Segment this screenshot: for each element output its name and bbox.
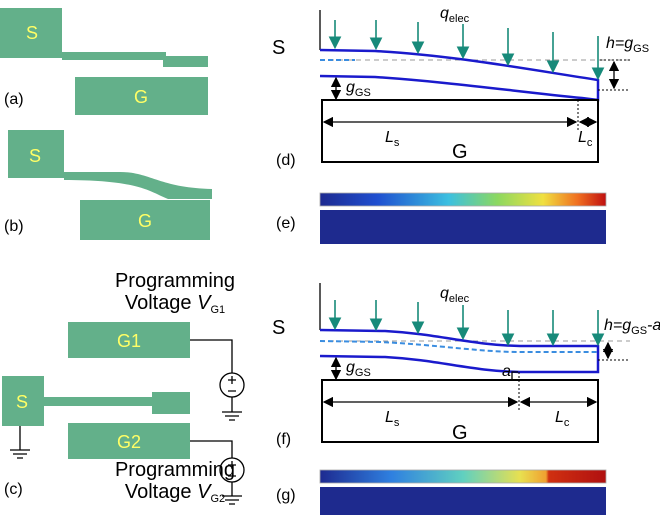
panel-c-rect: [68, 423, 190, 459]
symbol: g: [346, 79, 355, 96]
caption-text: Voltage: [125, 292, 197, 314]
height-label: h=gGS-a: [604, 317, 660, 337]
caption-sub: G1: [210, 304, 225, 316]
panel-c-circle: [219, 372, 245, 398]
panel-f: S qelec h=gGS-a gGS a Ls Lc G (f): [272, 283, 660, 448]
caption-symbol: V: [197, 481, 212, 503]
symbol: q: [440, 5, 449, 22]
caption-line: Voltage VG1: [125, 292, 225, 316]
panel-b-rect: [80, 200, 210, 240]
panel-c-circle: [219, 457, 245, 483]
source-label: S: [26, 23, 38, 43]
panel-c-rect: [68, 322, 190, 358]
symbol: L: [578, 129, 587, 146]
caption-text: Voltage: [125, 481, 197, 503]
symbol: g: [346, 359, 355, 376]
panel-a: S G (a): [0, 8, 208, 115]
gate-label: G2: [117, 432, 141, 452]
sub: s: [394, 417, 400, 429]
panel-b-path: [64, 172, 212, 199]
panel-f-path: [319, 340, 598, 353]
panel-a-rect: [0, 8, 62, 58]
panel-a-rect: [75, 77, 208, 115]
caption-line: Programming: [115, 270, 235, 292]
gap-label: gGS: [346, 359, 371, 379]
step-label: a: [502, 363, 511, 380]
ls-label: Ls: [385, 129, 400, 149]
panel-c-rect: [44, 397, 154, 406]
source-label: S: [16, 392, 28, 412]
caption-sub: G2: [210, 493, 225, 505]
sub: GS: [355, 87, 371, 99]
panel-g-rect: [320, 487, 606, 515]
panel-a-rect: [62, 52, 166, 60]
suffix: -a: [647, 317, 660, 334]
panel-c-path: [228, 376, 236, 392]
symbol: L: [385, 409, 394, 426]
symbol: L: [555, 409, 564, 426]
gate-label: G: [452, 422, 468, 444]
sub: GS: [631, 325, 647, 337]
height-label: h=gGS: [606, 35, 649, 55]
text: h=g: [604, 317, 631, 334]
gate-label: G1: [117, 331, 141, 351]
load-label: qelec: [440, 285, 470, 305]
panel-e-rect: [319, 192, 607, 207]
sub: elec: [449, 293, 470, 305]
panel-label: (a): [4, 91, 24, 108]
panel-c-path: [190, 339, 242, 421]
panel-d-rect: [321, 99, 599, 163]
panel-d-path: [598, 59, 630, 91]
panel-d: S qelec h=gGS gGS Ls Lc G (d): [272, 5, 649, 169]
caption-symbol: V: [197, 292, 212, 314]
panel-b: S G (b): [4, 130, 212, 240]
gap-label: gGS: [346, 79, 371, 99]
source-label: S: [272, 317, 285, 339]
lc-label: Lc: [578, 129, 593, 149]
sub: s: [394, 137, 400, 149]
panel-f-rect: [321, 379, 599, 443]
panel-c: Programming Voltage VG1 S G1 G2 Programm…: [2, 270, 245, 505]
panel-c-path: [10, 426, 30, 459]
panel-f-path: [319, 328, 600, 374]
gate-label: G: [452, 141, 468, 163]
panel-label: (g): [276, 487, 296, 504]
symbol: q: [440, 285, 449, 302]
panel-f-path: [511, 371, 518, 380]
panel-c-path: [190, 440, 242, 505]
panel-label: (b): [4, 218, 24, 235]
caption-line: Programming: [115, 459, 235, 481]
panel-a-rect: [163, 56, 208, 67]
ls-label: Ls: [385, 409, 400, 429]
panel-label: (f): [276, 431, 291, 448]
sub: GS: [355, 367, 371, 379]
gate-label: G: [134, 87, 148, 107]
lc-label: Lc: [555, 409, 570, 429]
panel-c-rect: [152, 392, 190, 414]
caption-line: Voltage VG2: [125, 481, 225, 505]
panel-b-rect: [8, 130, 64, 178]
sub: elec: [449, 13, 470, 25]
panel-e-rect: [320, 210, 606, 244]
text: h=g: [606, 35, 633, 52]
gate-label: G: [138, 211, 152, 231]
panel-c-rect: [2, 376, 44, 426]
panel-g: (g): [276, 469, 607, 515]
panel-g-rect: [319, 469, 607, 484]
load-label: qelec: [440, 5, 470, 25]
sub: c: [564, 417, 570, 429]
panel-e: (e): [276, 192, 607, 244]
source-label: S: [272, 37, 285, 59]
source-label: S: [29, 146, 41, 166]
symbol: L: [385, 129, 394, 146]
panel-c-path: [228, 461, 236, 477]
sub: c: [587, 137, 593, 149]
panel-label: (d): [276, 152, 296, 169]
panel-label: (c): [4, 481, 23, 498]
sub: GS: [633, 43, 649, 55]
panel-label: (e): [276, 215, 296, 232]
